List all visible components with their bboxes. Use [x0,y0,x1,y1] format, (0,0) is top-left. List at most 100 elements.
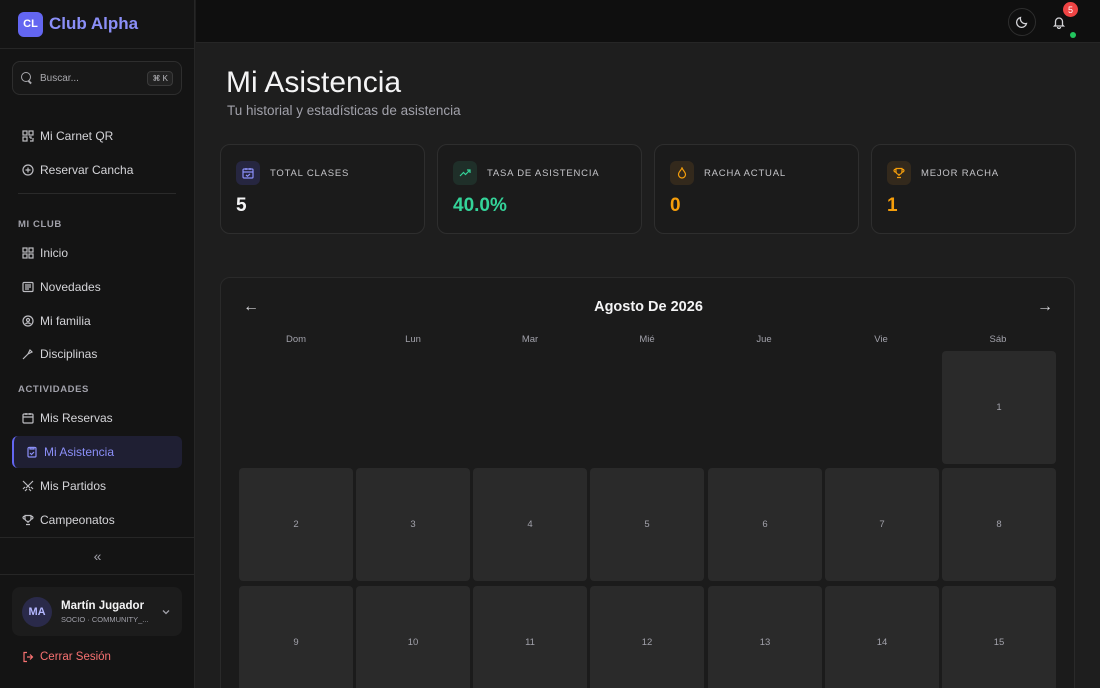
section-label-actividades: ACTIVIDADES [18,384,89,395]
avatar: MA [22,596,52,627]
user-role: SOCIO · COMMUNITY_... [61,614,149,624]
stat-value: 5 [236,195,247,216]
stat-card-mejor-racha: MEJOR RACHA 1 [871,144,1076,234]
weekday-label: Jue [756,334,772,345]
qr-code-icon [22,130,34,142]
weekday-label: Sáb [989,334,1007,345]
calendar-day[interactable]: 4 [473,468,587,581]
search-icon [21,72,33,84]
sidebar-item-mis-partidos[interactable]: Mis Partidos [12,470,182,502]
chevron-down-icon [162,609,170,614]
search-input[interactable]: Buscar... ⌘ K [12,61,182,95]
attendance-calendar: ← Agosto De 2026 → Dom Lun Mar Mié Jue V… [220,277,1075,688]
calendar-month-title: Agosto De 2026 [594,299,703,315]
family-icon [22,315,34,327]
sidebar-item-label: Novedades [40,280,101,294]
moon-icon [1015,16,1028,29]
flame-icon [677,167,687,179]
calendar-day[interactable]: 7 [825,468,939,581]
logout-icon [23,651,34,663]
swords-icon [22,480,34,492]
stat-icon-wrap [887,161,911,185]
logout-label: Cerrar Sesión [40,651,111,663]
calendar-day[interactable]: 6 [708,468,822,581]
sidebar-divider [0,537,195,538]
section-label-mi-club: MI CLUB [18,219,62,230]
sidebar-item-inicio[interactable]: Inicio [12,237,182,269]
calendar-day[interactable]: 9 [239,586,353,688]
sidebar-item-label: Campeonatos [40,513,115,527]
calendar-day[interactable]: 13 [708,586,822,688]
stat-value: 0 [670,195,681,216]
logout-button[interactable]: Cerrar Sesión [22,651,111,663]
plus-circle-icon [22,164,34,176]
topbar [196,0,1100,43]
calendar-day[interactable]: 10 [356,586,470,688]
prev-month-button[interactable]: ← [243,298,259,315]
user-info: Martín Jugador SOCIO · COMMUNITY_... [61,600,160,624]
sidebar-item-disciplinas[interactable]: Disciplinas [12,338,182,370]
disciplines-icon [22,348,34,360]
clipboard-check-icon [27,446,37,458]
trophy-icon [893,167,905,179]
sidebar-item-label: Inicio [40,246,69,260]
sidebar-item-label: Disciplinas [40,347,98,361]
calendar-day[interactable]: 8 [942,468,1056,581]
newspaper-icon [22,281,34,293]
calendar-day[interactable]: 12 [590,586,704,688]
calendar-day[interactable]: 14 [825,586,939,688]
collapse-sidebar-button[interactable]: « [0,538,195,574]
search-shortcut: ⌘ K [147,70,173,86]
stat-value: 40.0% [453,195,507,216]
bell-icon [1052,17,1066,29]
grid-icon [22,247,34,259]
brand-name: Club Alpha [49,14,139,33]
sidebar-item-label: Mi Carnet QR [40,129,114,143]
calendar-day[interactable]: 15 [942,586,1056,688]
chevrons-left-icon: « [93,548,102,564]
next-month-button[interactable]: → [1037,298,1053,315]
theme-toggle-button[interactable] [1008,8,1036,36]
sidebar-item-novedades[interactable]: Novedades [12,271,182,303]
stat-value: 1 [887,195,898,216]
calendar-day[interactable]: 5 [590,468,704,581]
stat-icon-wrap [670,161,694,185]
weekday-label: Mié [639,334,655,345]
sidebar-item-carnet-qr[interactable]: Mi Carnet QR [12,120,182,152]
user-name: Martín Jugador [61,599,145,612]
online-status-dot [1070,32,1076,38]
sidebar-item-label: Mi Asistencia [44,445,115,459]
sidebar-item-label: Reservar Cancha [40,163,134,177]
calendar-day[interactable]: 11 [473,586,587,688]
brand[interactable]: CL Club Alpha [0,0,194,49]
user-menu[interactable]: MA Martín Jugador SOCIO · COMMUNITY_... [12,587,182,636]
notifications-button[interactable] [1045,8,1073,36]
stat-card-total-clases: TOTAL CLASES 5 [220,144,425,234]
calendar-day[interactable]: 2 [239,468,353,581]
calendar-check-icon [242,168,254,179]
brand-logo: CL [18,11,43,37]
stat-card-racha-actual: RACHA ACTUAL 0 [654,144,859,234]
stat-label: MEJOR RACHA [921,168,999,179]
sidebar-item-campeonatos[interactable]: Campeonatos [12,504,182,536]
sidebar-item-mi-familia[interactable]: Mi familia [12,305,182,337]
calendar-day[interactable]: 1 [942,351,1056,464]
weekday-label: Vie [874,334,888,345]
sidebar-item-reservar-cancha[interactable]: Reservar Cancha [12,154,182,186]
sidebar-item-label: Mi familia [40,314,91,328]
search-placeholder: Buscar... [40,72,79,84]
page-title: Mi Asistencia [226,66,402,99]
sidebar-divider [0,574,195,575]
calendar-day[interactable]: 3 [356,468,470,581]
weekday-label: Lun [405,334,421,345]
weekday-label: Mar [521,334,539,345]
sidebar-divider [18,193,176,194]
weekday-label: Dom [285,334,307,345]
page-subtitle: Tu historial y estadísticas de asistenci… [227,103,461,118]
sidebar-item-label: Mis Reservas [40,411,113,425]
sidebar-item-mi-asistencia[interactable]: Mi Asistencia [12,436,182,468]
sidebar-item-mis-reservas[interactable]: Mis Reservas [12,402,182,434]
sidebar-item-label: Mis Partidos [40,479,107,493]
stat-label: RACHA ACTUAL [704,168,786,179]
